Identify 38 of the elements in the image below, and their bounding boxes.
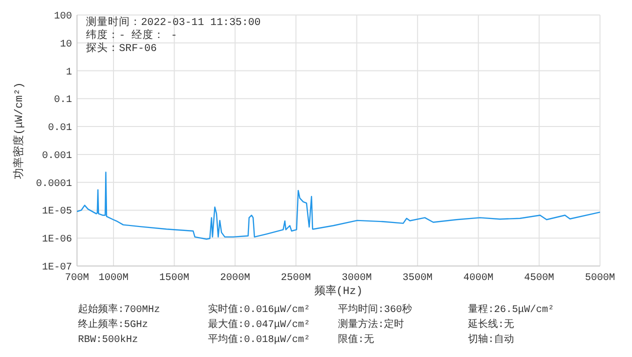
x-tick-label: 3000M	[342, 273, 372, 284]
annotation: 测量时间：2022-03-11 11:35:00	[86, 15, 261, 29]
text: 终止频率:5GHz	[78, 318, 148, 331]
text: 平均值:0.018μW/cm²	[208, 333, 310, 346]
x-tick-label: 1500M	[159, 273, 190, 284]
x-tick-label: 1000M	[98, 273, 128, 284]
y-tick-label: 1E-05	[42, 206, 72, 218]
y-tick-label: 1E-07	[42, 262, 72, 274]
text: 切轴:自动	[468, 333, 514, 346]
text: 限值:无	[338, 334, 374, 346]
y-tick-label: 0.0001	[36, 178, 72, 190]
text: RBW:500kHz	[78, 334, 138, 346]
x-tick-label: 4000M	[463, 273, 494, 284]
y-axis-title: 功率密度(μW/cm²)	[12, 82, 26, 179]
x-tick-label: 3500M	[402, 273, 433, 284]
text: 延长线:无	[467, 318, 514, 331]
x-tick-label: 4500M	[524, 273, 554, 284]
x-tick-label: 700M	[64, 273, 90, 284]
text: 测量方法:定时	[338, 318, 404, 331]
y-tick-label: 0.001	[42, 150, 72, 162]
x-axis-title: 频率(Hz)	[314, 284, 363, 298]
y-tick-label: 10	[60, 39, 72, 50]
y-tick-label: 100	[54, 12, 72, 22]
text: 实时值:0.016μW/cm²	[208, 303, 310, 316]
x-tick-label: 2500M	[280, 273, 311, 284]
y-tick-label: 0.01	[48, 123, 72, 134]
text: 最大值:0.047μW/cm²	[208, 318, 310, 331]
annotation: 探头：SRF-06	[86, 41, 157, 55]
line-series	[76, 172, 601, 240]
y-tick-label: 1	[66, 67, 72, 78]
x-tick-label: 5000M	[584, 273, 616, 284]
annotation: 纬度：- 经度： -	[86, 28, 178, 42]
text: 量程:26.5μW/cm²	[468, 304, 554, 316]
x-tick-label: 2000M	[220, 273, 250, 284]
text: 平均时间:360秒	[338, 303, 412, 316]
y-tick-label: 1E-06	[42, 234, 72, 246]
text: 起始频率:700MHz	[78, 303, 160, 316]
y-tick-label: 0.1	[54, 95, 72, 106]
